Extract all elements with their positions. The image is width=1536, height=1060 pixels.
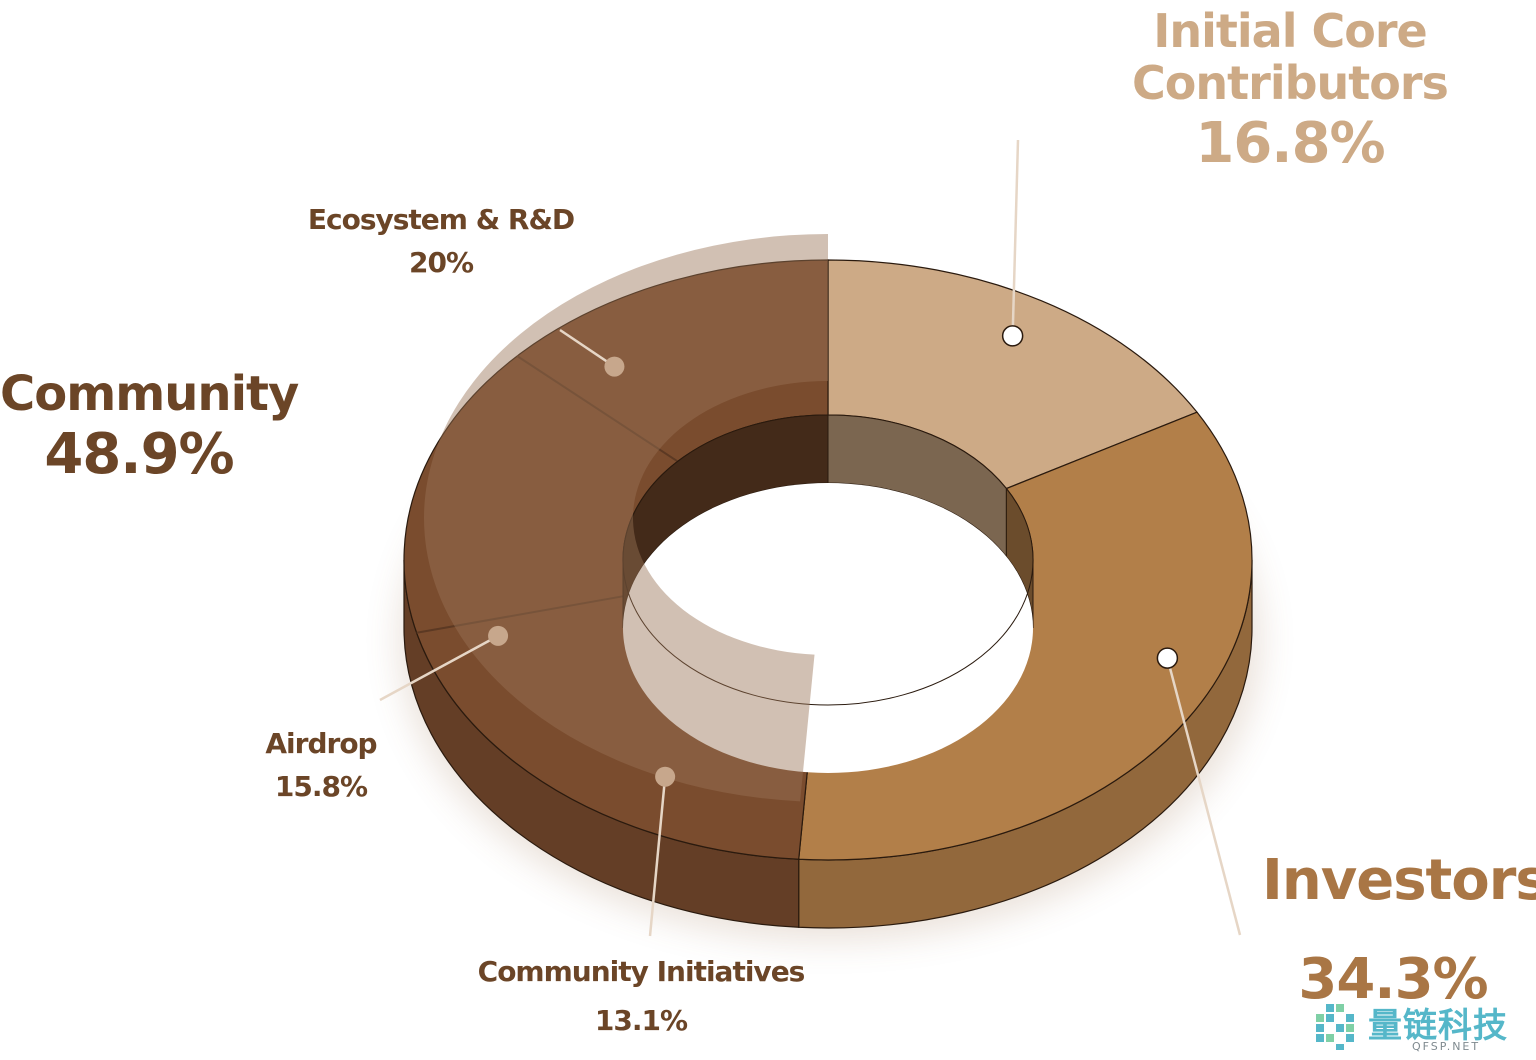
donut-inner-layer [622, 414, 1034, 773]
sub-divider-0 [416, 594, 630, 634]
label-airdrop-name: Airdrop [265, 727, 377, 760]
leader-lines [379, 139, 1242, 937]
label-initial-core-contributors: Initial Core Contributors 16.8% [1130, 4, 1450, 177]
label-airdrop-percent: 15.8% [274, 770, 368, 804]
leader-line-eco [559, 328, 616, 368]
community-raised-overlay [424, 234, 828, 802]
label-eco-name: Ecosystem & R&D [307, 203, 575, 236]
label-eco-percent: 20% [408, 246, 474, 280]
leader-line-airdrop [379, 634, 499, 702]
label-investors-name: Investors [1262, 848, 1536, 913]
marker-eco [604, 356, 625, 377]
watermark: 量链科技 QFSP.NET [1312, 998, 1532, 1054]
label-community: Community 48.9% [0, 366, 299, 487]
marker-investors [1156, 647, 1179, 669]
pixel-logo-icon [1316, 1004, 1354, 1050]
label-community-name: Community [0, 366, 299, 422]
label-ci-percent: 13.1% [594, 1004, 688, 1038]
hole-edge [622, 559, 1034, 706]
watermark-english: QFSP.NET [1412, 1040, 1481, 1053]
marker-airdrop [488, 625, 509, 646]
marker-icc [1001, 325, 1024, 347]
label-airdrop: Airdrop 15.8% [246, 728, 396, 803]
label-icc-line2: Contributors [1132, 55, 1449, 110]
label-investors: Investors 34.3% [1262, 848, 1536, 1012]
label-investors-percent: 34.3% [1298, 946, 1488, 1012]
donut-hole [623, 483, 1033, 773]
label-community-initiatives: Community Initiatives 13.1% [460, 956, 822, 1037]
label-ecosystem-rd: Ecosystem & R&D 20% [296, 204, 586, 279]
ecosystem-raised-overlay [424, 234, 828, 802]
label-icc-percent: 16.8% [1195, 111, 1385, 177]
leader-line-icc [1011, 139, 1020, 336]
label-icc-line1: Initial Core [1153, 4, 1427, 58]
label-community-percent: 48.9% [44, 421, 234, 487]
watermark-chinese: 量链科技 [1368, 1006, 1508, 1046]
leader-line-ci [648, 776, 667, 937]
leader-line-investors [1166, 657, 1242, 936]
sub-divider-1 [516, 355, 679, 463]
marker-ci [655, 766, 676, 787]
label-ci-name: Community Initiatives [477, 955, 806, 988]
